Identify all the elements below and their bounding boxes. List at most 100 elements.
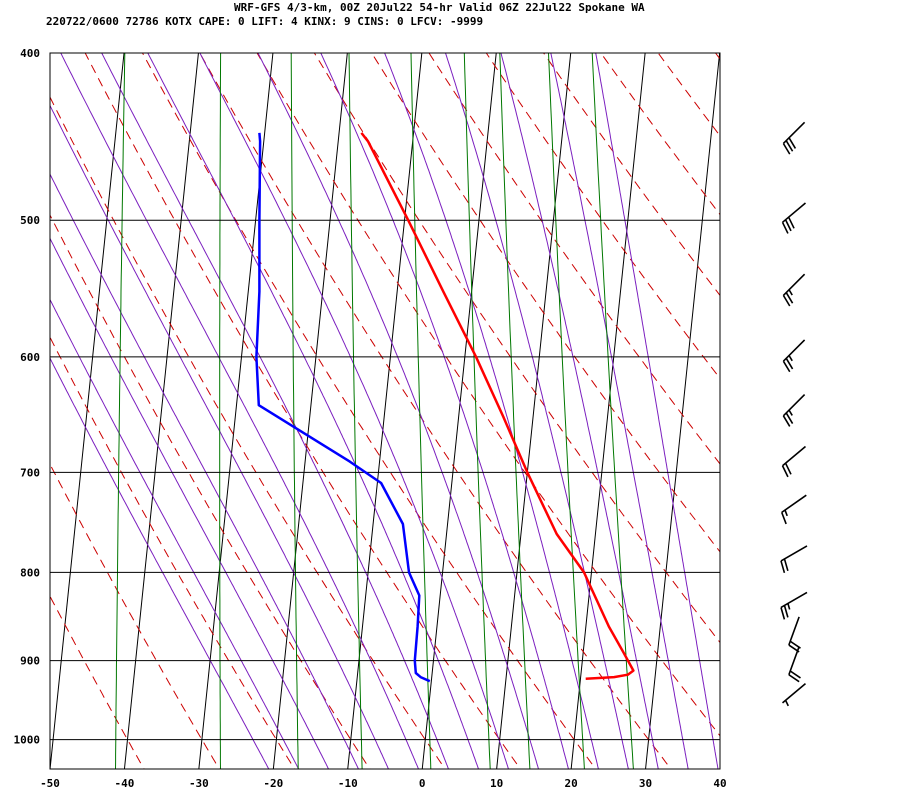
isotherm-line (421, 53, 497, 769)
isotherm-line (645, 53, 720, 769)
wind-barb-flag (783, 605, 789, 618)
wind-barb-shaft (788, 646, 800, 676)
moist-adiabat-line (257, 53, 540, 769)
dry-adiabat-line (428, 53, 720, 465)
dry-adiabat-line (84, 53, 522, 769)
wind-barb (788, 646, 801, 683)
temperature-tick-label: 0 (419, 777, 426, 790)
mixing-ratio-line (499, 53, 531, 769)
moist-adiabat-line (320, 53, 570, 769)
moist-adiabat-line (50, 357, 270, 769)
sounding-info-line: 220722/0600 72786 KOTX CAPE: 0 LIFT: 4 K… (46, 15, 483, 28)
temperature-tick-label: -20 (263, 777, 283, 790)
moist-adiabat-line (101, 53, 450, 769)
mixing-ratio-line (591, 53, 634, 769)
temperature-tick-label: 20 (564, 777, 577, 790)
moist-adiabat-line (444, 53, 629, 769)
sounding-profiles (255, 132, 635, 683)
mixing-ratio-line (463, 53, 491, 769)
dry-adiabat-line (313, 53, 720, 644)
wind-barb-shaft (782, 121, 806, 145)
moist-adiabat-line (50, 104, 390, 769)
wind-barb-shaft (781, 445, 807, 467)
dry-adiabat-line (371, 53, 720, 553)
moist-adiabat-line (595, 53, 719, 769)
mixing-ratio-line (290, 53, 299, 769)
wind-barb (780, 591, 808, 620)
dry-adiabat-line (856, 15, 900, 777)
wind-barb-shaft (780, 591, 808, 609)
pressure-tick-label: 1000 (14, 734, 41, 747)
wind-barb-half-flag (788, 289, 793, 296)
wind-barb-flag (781, 221, 789, 234)
pressure-tick-label: 800 (20, 566, 40, 579)
wind-barb (780, 494, 807, 525)
pressure-tick-label: 900 (20, 655, 40, 668)
wind-barb (782, 121, 806, 155)
wind-barb-flag (780, 560, 786, 574)
wind-barb-half-flag (784, 699, 790, 707)
isotherm-line (198, 53, 274, 769)
moist-adiabat-line (50, 298, 300, 769)
dry-adiabat-line (50, 336, 296, 769)
dry-adiabat-line (199, 53, 672, 769)
wind-barb-shaft (781, 682, 807, 704)
dry-adiabat-line (485, 53, 720, 380)
wind-barb-flag (788, 137, 797, 149)
temperature-tick-label: -10 (338, 777, 358, 790)
wind-barb-shaft (780, 545, 808, 562)
temperature-tick-label: 30 (639, 777, 652, 790)
wind-barb-flag (782, 415, 791, 427)
pressure-axis-labels: 400 500 600 700 800 900 1000 (14, 47, 41, 747)
dry-adiabat-line (50, 463, 220, 769)
wind-barb-flag (783, 558, 789, 572)
wind-barb-flag (789, 670, 801, 679)
wind-barb-flag (785, 140, 794, 152)
pressure-tick-label: 400 (20, 47, 40, 60)
wind-barb-flag (785, 357, 794, 370)
wind-barb (781, 202, 807, 234)
dry-adiabat-line (50, 214, 371, 769)
wind-barb (781, 445, 807, 478)
dry-adiabat-line (50, 96, 446, 769)
mixing-ratio-line (410, 53, 432, 769)
isotherm-line (719, 764, 720, 769)
wind-barb-half-flag (787, 603, 791, 610)
wind-barb (782, 394, 806, 427)
moist-adiabat-line (147, 53, 480, 769)
wind-barb-flag (780, 512, 787, 525)
wind-barb (780, 545, 808, 574)
dry-adiabat-line (542, 53, 720, 297)
pressure-tick-label: 600 (20, 351, 40, 364)
wind-barb-flag (784, 462, 792, 475)
dry-adiabat-line (141, 53, 597, 769)
wind-barb (781, 682, 807, 707)
mixing-ratio-line (348, 53, 363, 769)
wind-barb-flag (787, 216, 795, 229)
moist-adiabat-line (500, 53, 659, 769)
wind-barb-shaft (781, 202, 807, 223)
wind-barb-shaft (782, 273, 806, 296)
temperature-tick-label: 40 (713, 777, 726, 790)
dry-adiabat-line (50, 595, 145, 769)
wind-barb-half-flag (788, 355, 793, 362)
wind-barb-flag (782, 143, 791, 155)
wind-barb-half-flag (788, 409, 793, 416)
dry-adiabat-line (600, 53, 720, 216)
isotherm-line (123, 53, 199, 769)
moist-adiabat-line (199, 53, 510, 769)
pressure-tick-label: 500 (20, 214, 40, 227)
plot-frame (49, 52, 721, 770)
temperature-tick-label: -40 (115, 777, 135, 790)
wind-barb (782, 339, 806, 373)
dry-adiabat-line (800, 15, 900, 777)
wind-barb-shaft (782, 339, 806, 362)
temperature-tick-label: -30 (189, 777, 209, 790)
isotherm-line (496, 53, 572, 769)
wind-barb-flag (785, 412, 794, 424)
wind-barb-shaft (788, 616, 800, 646)
pressure-tick-label: 700 (20, 466, 40, 479)
mixing-ratio-line (547, 53, 585, 769)
wind-barb-shaft (781, 494, 807, 514)
